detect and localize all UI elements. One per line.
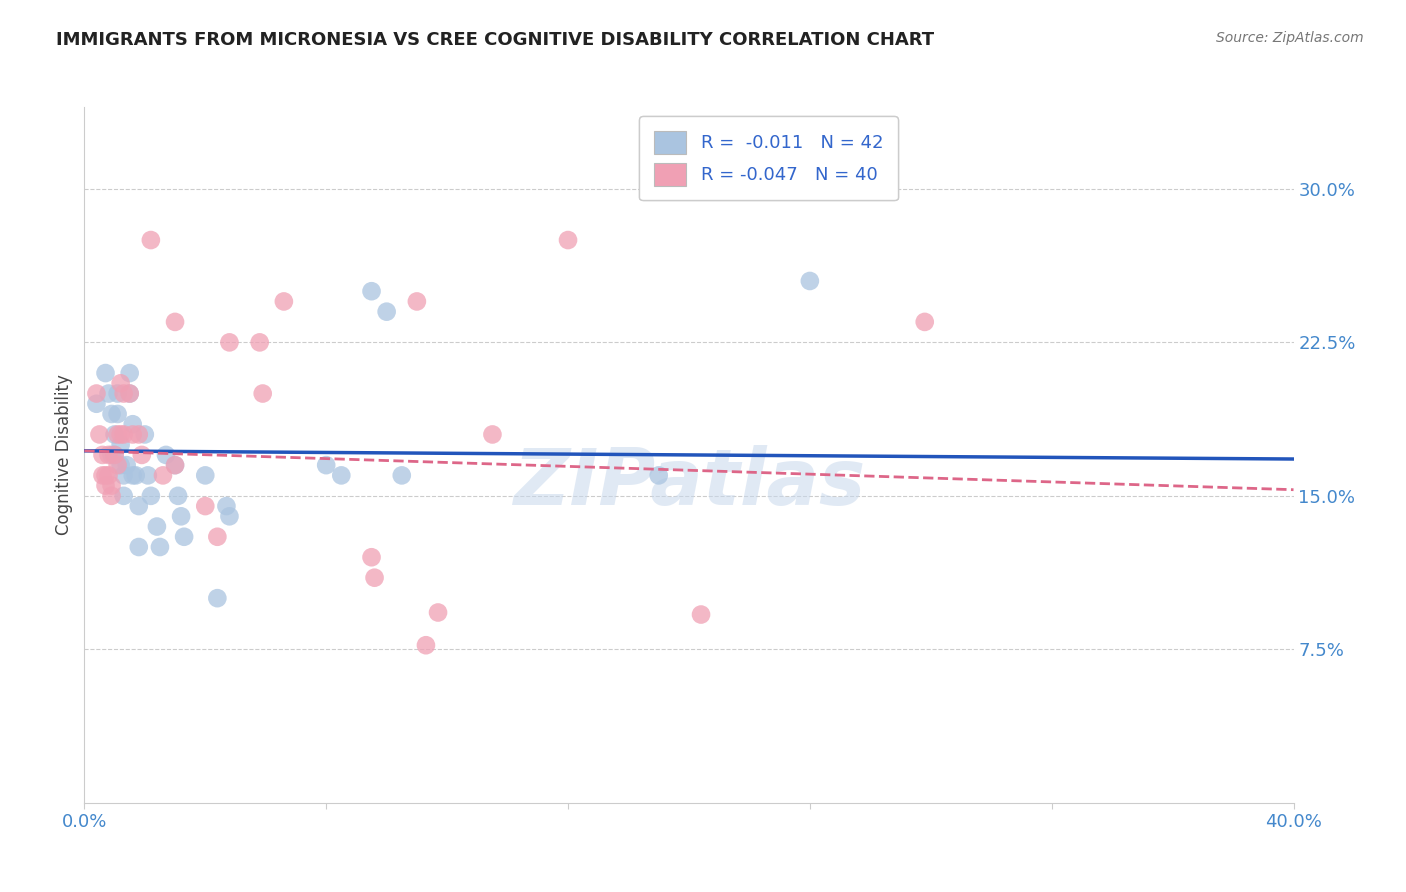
Text: ZIPatlas: ZIPatlas	[513, 445, 865, 521]
Point	[125, 468, 148, 483]
Point	[173, 530, 195, 544]
Point	[330, 468, 353, 483]
Point	[152, 468, 174, 483]
Point	[415, 638, 437, 652]
Point	[914, 315, 936, 329]
Point	[131, 448, 153, 462]
Point	[557, 233, 579, 247]
Point	[104, 427, 127, 442]
Point	[118, 386, 141, 401]
Point	[94, 366, 117, 380]
Point	[118, 386, 141, 401]
Point	[112, 386, 135, 401]
Point	[128, 499, 150, 513]
Point	[86, 386, 108, 401]
Point	[252, 386, 274, 401]
Text: Source: ZipAtlas.com: Source: ZipAtlas.com	[1216, 31, 1364, 45]
Text: IMMIGRANTS FROM MICRONESIA VS CREE COGNITIVE DISABILITY CORRELATION CHART: IMMIGRANTS FROM MICRONESIA VS CREE COGNI…	[56, 31, 935, 49]
Point	[121, 427, 143, 442]
Point	[146, 519, 169, 533]
Point	[110, 438, 132, 452]
Point	[139, 233, 162, 247]
Point	[139, 489, 162, 503]
Point	[136, 468, 159, 483]
Legend: R =  -0.011   N = 42, R = -0.047   N = 40: R = -0.011 N = 42, R = -0.047 N = 40	[640, 116, 897, 201]
Point	[218, 335, 240, 350]
Point	[360, 284, 382, 298]
Point	[100, 407, 122, 421]
Point	[107, 386, 129, 401]
Point	[91, 448, 114, 462]
Point	[799, 274, 821, 288]
Point	[427, 606, 450, 620]
Point	[118, 366, 141, 380]
Point	[115, 458, 138, 472]
Point	[89, 427, 111, 442]
Point	[648, 468, 671, 483]
Point	[121, 468, 143, 483]
Point	[112, 427, 135, 442]
Point	[86, 397, 108, 411]
Point	[128, 540, 150, 554]
Point	[94, 468, 117, 483]
Point	[207, 591, 229, 606]
Point	[97, 448, 120, 462]
Point	[112, 468, 135, 483]
Point	[100, 448, 122, 462]
Point	[110, 458, 132, 472]
Point	[110, 427, 132, 442]
Point	[165, 458, 187, 472]
Point	[165, 458, 187, 472]
Point	[363, 571, 385, 585]
Point	[391, 468, 413, 483]
Point	[207, 530, 229, 544]
Point	[406, 294, 429, 309]
Point	[273, 294, 295, 309]
Point	[134, 427, 156, 442]
Point	[107, 427, 129, 442]
Point	[107, 407, 129, 421]
Point	[121, 417, 143, 432]
Point	[165, 315, 187, 329]
Point	[110, 376, 132, 391]
Point	[112, 489, 135, 503]
Point	[194, 468, 217, 483]
Point	[97, 386, 120, 401]
Point	[249, 335, 271, 350]
Point	[194, 499, 217, 513]
Point	[215, 499, 238, 513]
Point	[104, 448, 127, 462]
Y-axis label: Cognitive Disability: Cognitive Disability	[55, 375, 73, 535]
Point	[360, 550, 382, 565]
Point	[97, 468, 120, 483]
Point	[128, 427, 150, 442]
Point	[100, 478, 122, 492]
Point	[481, 427, 503, 442]
Point	[167, 489, 190, 503]
Point	[375, 304, 398, 318]
Point	[218, 509, 240, 524]
Point	[94, 478, 117, 492]
Point	[91, 468, 114, 483]
Point	[107, 458, 129, 472]
Point	[149, 540, 172, 554]
Point	[315, 458, 337, 472]
Point	[155, 448, 177, 462]
Point	[690, 607, 713, 622]
Point	[170, 509, 193, 524]
Point	[104, 448, 127, 462]
Point	[100, 489, 122, 503]
